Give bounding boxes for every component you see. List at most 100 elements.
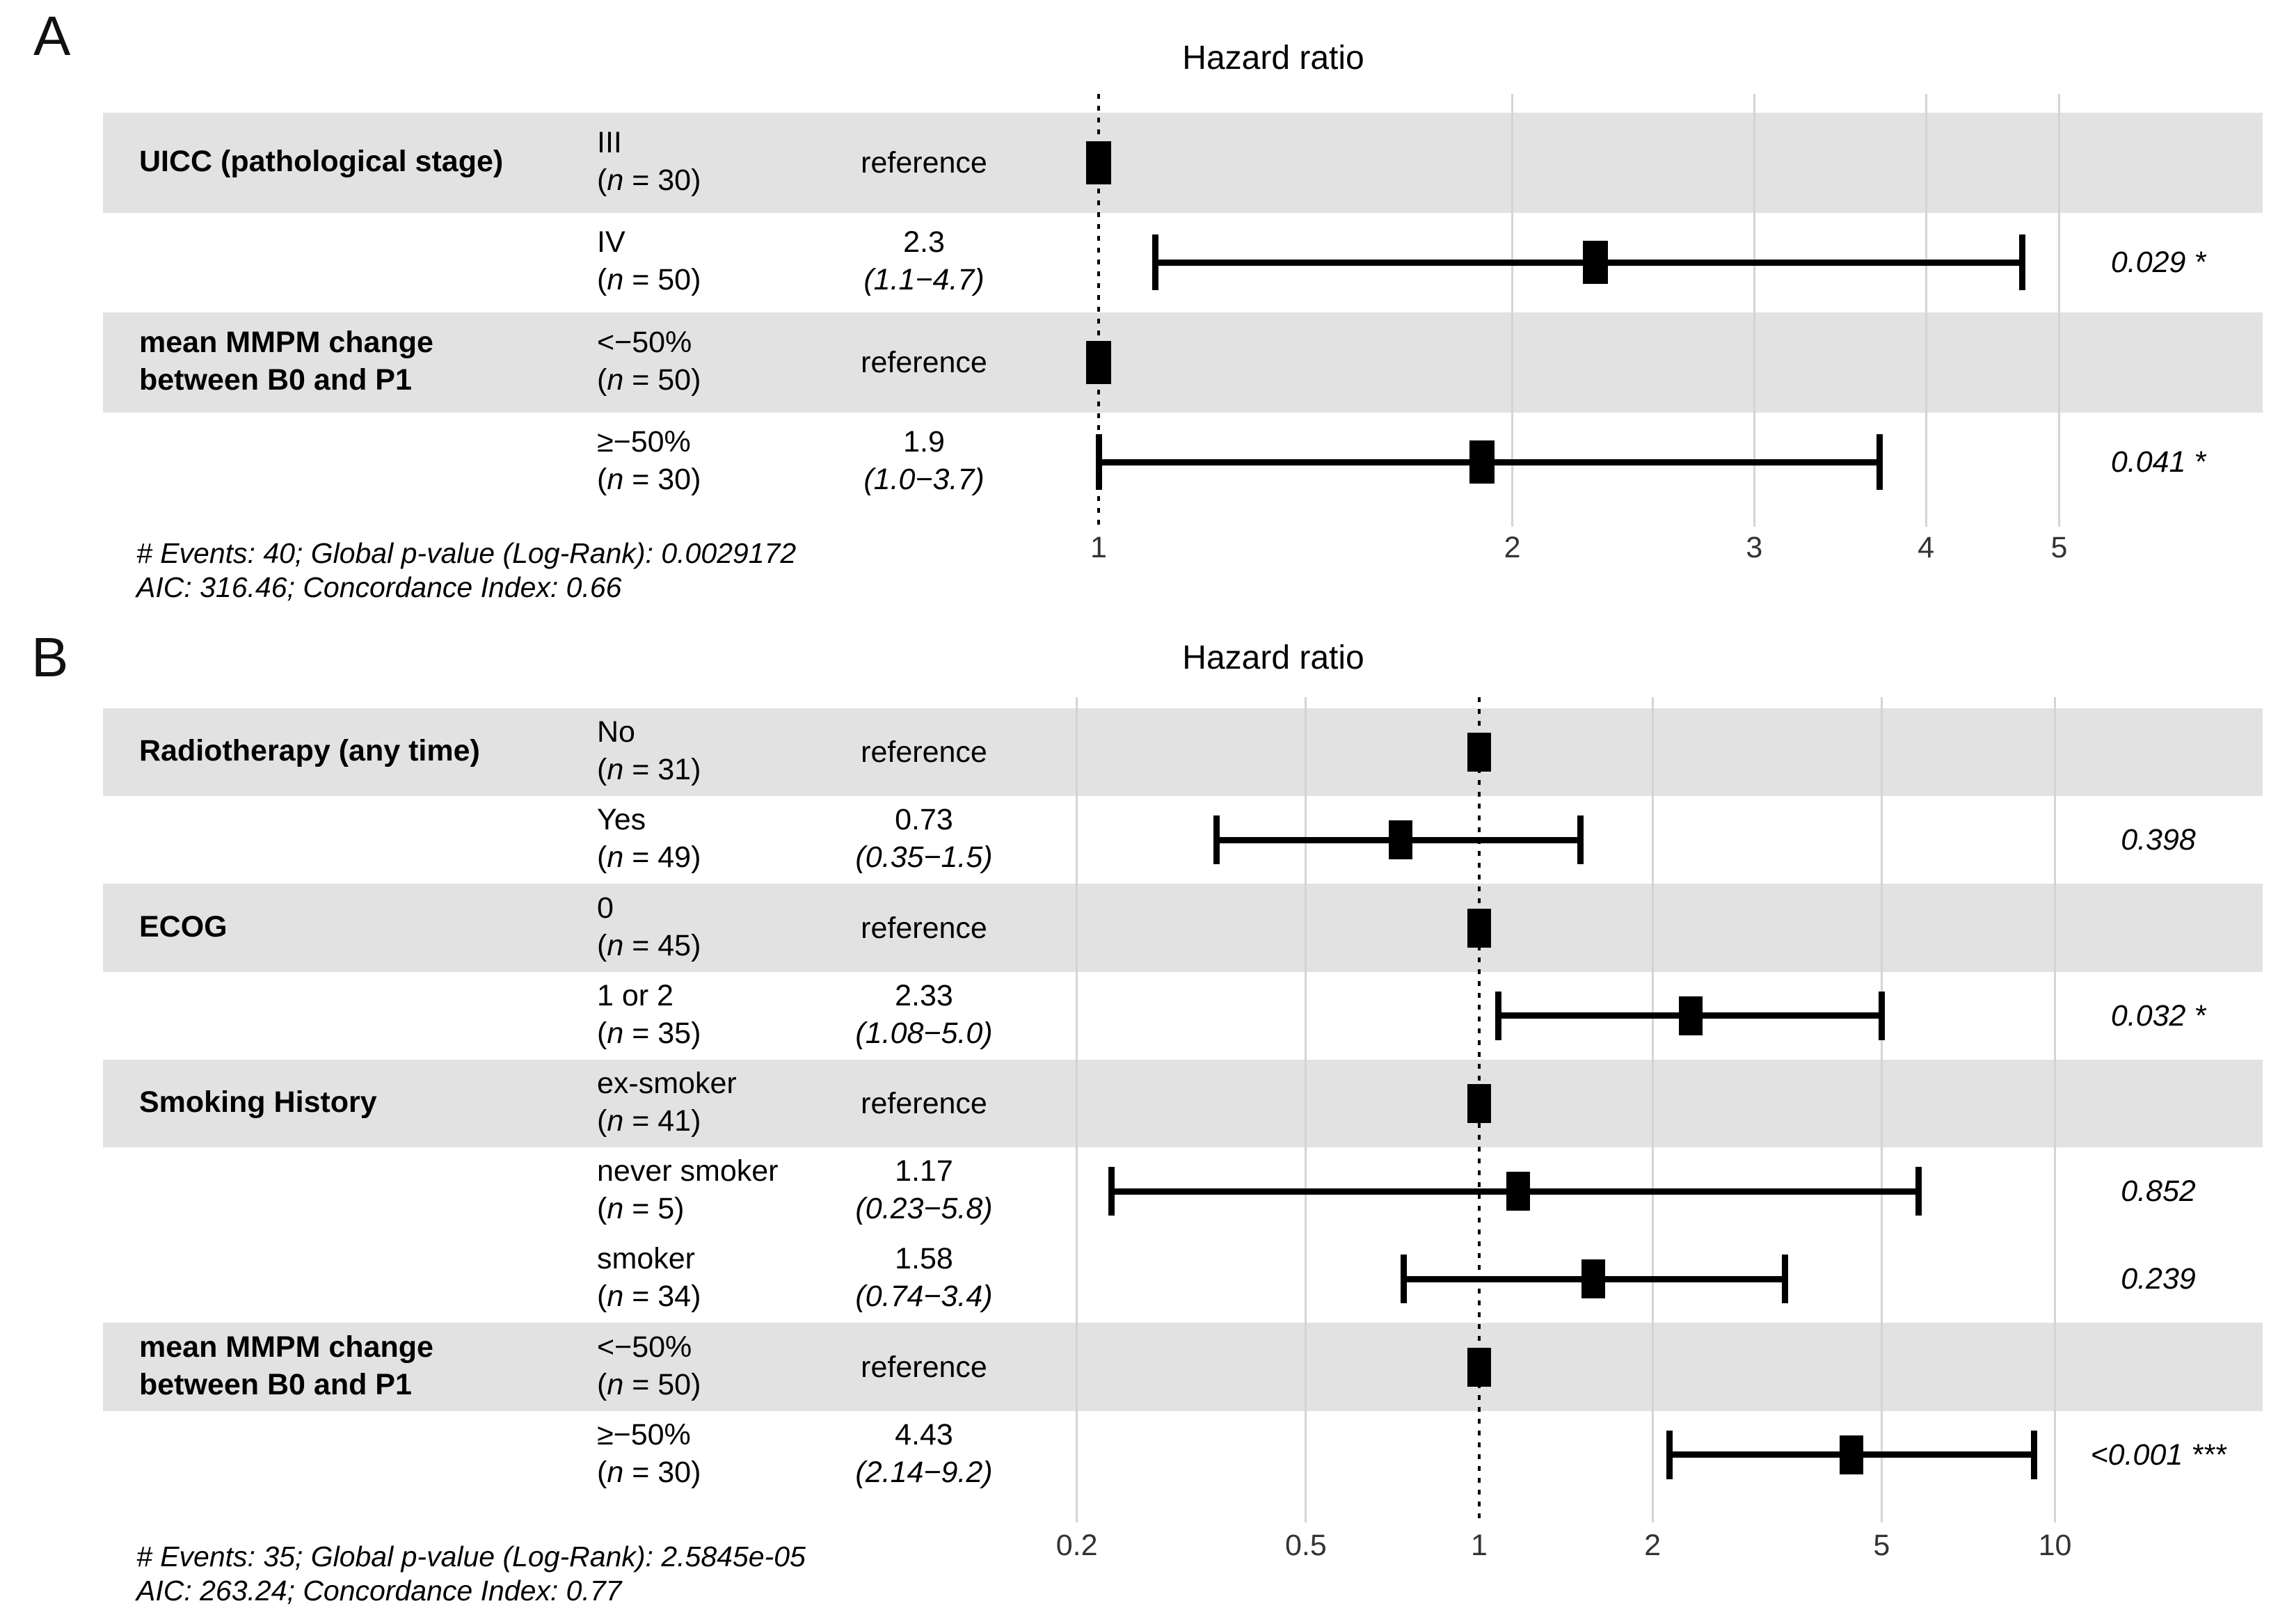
level-and-n: <−50% (n = 50): [597, 325, 701, 397]
estimate-and-ci: 2.3 (1.1−4.7): [863, 225, 985, 297]
p-value: 0.029 *: [2110, 246, 2206, 280]
gridline: [1753, 94, 1755, 527]
row-shading-band: [103, 884, 2263, 972]
estimate-reference: reference: [861, 145, 987, 180]
hazard-ratio-marker: [1467, 908, 1491, 948]
estimate-and-ci: 2.33 (1.08−5.0): [855, 978, 993, 1050]
x-axis-tick-label: 2: [1644, 1529, 1662, 1562]
gridline: [2054, 697, 2056, 1522]
x-axis-tick-label: 1: [1471, 1529, 1488, 1562]
row-shading-band: [103, 1323, 2263, 1411]
row-shading-band: [103, 113, 2263, 213]
variable-name: Radiotherapy (any time): [139, 734, 480, 768]
gridline: [1880, 697, 1883, 1522]
level-and-n: ≥−50% (n = 30): [597, 425, 701, 497]
row-shading-band: [103, 1059, 2263, 1147]
gridline: [1651, 697, 1654, 1522]
variable-name: mean MMPM change between B0 and P1: [139, 1330, 433, 1401]
panel-b-title: Hazard ratio: [1182, 639, 1364, 676]
level-and-n: Yes (n = 49): [597, 803, 701, 875]
ci-lower-cap: [1095, 434, 1102, 491]
row-shading-band: [103, 708, 2263, 797]
estimate-and-ci: 4.43 (2.14−9.2): [855, 1417, 993, 1489]
ci-lower-cap: [1495, 991, 1502, 1040]
hazard-ratio-marker: [1839, 1435, 1863, 1474]
x-axis-tick-label: 5: [2050, 531, 2068, 564]
hazard-ratio-marker: [1467, 1083, 1491, 1123]
panel-a-footnote-line1: # Events: 40; Global p-value (Log-Rank):…: [136, 537, 797, 569]
hazard-ratio-marker: [1469, 440, 1495, 484]
gridline: [1076, 697, 1078, 1522]
x-axis-tick-label: 4: [1918, 531, 1935, 564]
ci-lower-cap: [1401, 1255, 1408, 1304]
estimate-reference: reference: [861, 911, 987, 945]
ci-lower-cap: [1108, 1167, 1115, 1216]
gridline: [2057, 94, 2060, 527]
gridline: [1305, 697, 1307, 1522]
hazard-ratio-marker: [1467, 1347, 1491, 1387]
estimate-reference: reference: [861, 1350, 987, 1384]
hazard-ratio-marker: [1581, 1259, 1606, 1299]
x-axis-tick-label: 0.2: [1055, 1529, 1098, 1562]
panel-b-footnote-line1: # Events: 35; Global p-value (Log-Rank):…: [136, 1541, 806, 1573]
x-axis-tick-label: 2: [1504, 531, 1521, 564]
variable-name: Smoking History: [139, 1085, 377, 1119]
ci-lower-cap: [1152, 234, 1159, 291]
p-value: <0.001 ***: [2090, 1438, 2226, 1472]
hazard-ratio-marker: [1388, 820, 1412, 860]
level-and-n: IV (n = 50): [597, 225, 701, 297]
hazard-ratio-marker: [1086, 340, 1111, 384]
level-and-n: ex-smoker (n = 41): [597, 1066, 737, 1138]
x-axis-tick-label: 0.5: [1285, 1529, 1327, 1562]
ci-upper-cap: [1876, 434, 1883, 491]
panel-b-label: B: [31, 626, 69, 688]
x-axis-tick-label: 1: [1090, 531, 1107, 564]
estimate-and-ci: 1.58 (0.74−3.4): [855, 1242, 993, 1314]
level-and-n: smoker (n = 34): [597, 1242, 701, 1314]
ci-upper-cap: [1878, 991, 1885, 1040]
level-and-n: III (n = 30): [597, 125, 701, 197]
ci-upper-cap: [1577, 815, 1584, 865]
level-and-n: 0 (n = 45): [597, 891, 701, 962]
ci-lower-cap: [1666, 1430, 1673, 1479]
p-value: 0.032 *: [2110, 998, 2206, 1033]
estimate-reference: reference: [861, 735, 987, 770]
gridline: [1511, 94, 1514, 527]
hazard-ratio-marker: [1678, 996, 1703, 1035]
panel-a-footnote-line2: AIC: 316.46; Concordance Index: 0.66: [136, 571, 622, 603]
ci-upper-cap: [2031, 1430, 2038, 1479]
hazard-ratio-marker: [1086, 141, 1111, 184]
variable-name: mean MMPM change between B0 and P1: [139, 325, 433, 397]
estimate-and-ci: 0.73 (0.35−1.5): [855, 803, 993, 875]
p-value: 0.239: [2121, 1262, 2196, 1296]
variable-name: ECOG: [139, 909, 228, 944]
estimate-and-ci: 1.9 (1.0−3.7): [863, 425, 985, 497]
panel-b-footnote-line2: AIC: 263.24; Concordance Index: 0.77: [136, 1575, 622, 1607]
ci-upper-cap: [1782, 1255, 1789, 1304]
panel-a-title: Hazard ratio: [1182, 40, 1364, 77]
hazard-ratio-marker: [1583, 241, 1609, 285]
x-axis-tick-label: 3: [1746, 531, 1763, 564]
ci-lower-cap: [1213, 815, 1220, 865]
estimate-reference: reference: [861, 1086, 987, 1120]
level-and-n: <−50% (n = 50): [597, 1330, 701, 1401]
x-axis-tick-label: 5: [1873, 1529, 1890, 1562]
ci-upper-cap: [1915, 1167, 1922, 1216]
reference-line: [1097, 94, 1100, 527]
p-value: 0.852: [2121, 1175, 2196, 1209]
level-and-n: never smoker (n = 5): [597, 1154, 779, 1226]
ci-upper-cap: [2018, 234, 2025, 291]
row-shading-band: [103, 312, 2263, 413]
gridline: [1925, 94, 1927, 527]
level-and-n: No (n = 31): [597, 715, 701, 787]
p-value: 0.041 *: [2110, 445, 2206, 479]
variable-name: UICC (pathological stage): [139, 144, 504, 178]
p-value: 0.398: [2121, 823, 2196, 857]
estimate-and-ci: 1.17 (0.23−5.8): [855, 1154, 993, 1226]
panel-a-label: A: [33, 5, 71, 67]
estimate-reference: reference: [861, 345, 987, 379]
hazard-ratio-marker: [1506, 1172, 1531, 1211]
level-and-n: ≥−50% (n = 30): [597, 1417, 701, 1489]
level-and-n: 1 or 2 (n = 35): [597, 978, 701, 1050]
